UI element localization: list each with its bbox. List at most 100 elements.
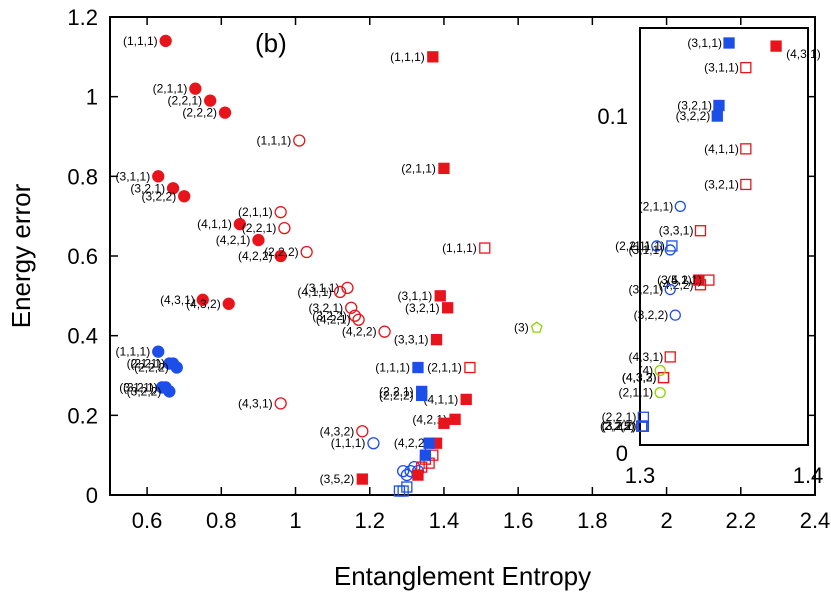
point-label: (2,1,1) <box>127 357 162 371</box>
data-point <box>412 469 424 481</box>
inset-data-point <box>740 178 752 191</box>
y-tick-label: 0.8 <box>67 164 98 189</box>
point-label: (3,1,1) <box>305 281 340 295</box>
data-point <box>412 361 424 374</box>
inset-data-point <box>723 37 735 49</box>
point-label: (3,2,1) <box>130 181 165 195</box>
data-point <box>218 106 232 119</box>
inset-point-label: (3,1,1) <box>704 61 739 75</box>
inset-point-label: (3,2,2) <box>602 419 637 433</box>
data-point <box>204 94 217 107</box>
data-point <box>348 309 362 322</box>
inset-point-label: (3,1,1) <box>687 36 722 50</box>
point-label: (2,1,1) <box>427 361 462 375</box>
series-green-open-pentagons: (3) <box>514 321 543 335</box>
x-tick-label: 1.6 <box>503 508 534 533</box>
data-point <box>196 293 209 306</box>
inset-data-point <box>770 40 782 52</box>
inset-data-point <box>664 351 676 363</box>
inset-point-label: (2,2,2) <box>600 419 635 433</box>
data-point <box>274 249 287 263</box>
point-label: (1,1,1) <box>442 241 477 255</box>
y-tick-label: 0.2 <box>67 403 98 428</box>
data-point <box>333 285 347 299</box>
series-red-open-circles: (1,1,1) (2,1,1) (2,2,1) (2,2,2) (3,1,1) (3,2,… <box>238 133 391 438</box>
point-label: (2,1,1) <box>153 82 188 96</box>
data-point <box>274 206 287 219</box>
inset-point-label: (4,3,3) <box>622 371 657 385</box>
inset-y-tick-label: 0 <box>616 441 628 466</box>
point-label: (2,1,1) <box>238 205 273 219</box>
point-label: (2,2,2) <box>264 245 299 259</box>
inset-point-label: (2,1,1) <box>639 199 674 213</box>
inset-point-label: (4,3,1) <box>786 47 821 61</box>
data-point <box>152 345 165 358</box>
data-point <box>278 221 291 235</box>
x-tick-label: 0.8 <box>206 508 237 533</box>
x-tick-label: 1.4 <box>429 508 460 533</box>
data-point <box>163 385 176 398</box>
point-label: (3,2,1) <box>123 380 158 394</box>
data-point <box>356 425 369 438</box>
point-label: (4,2,2) <box>342 325 377 339</box>
inset-point-label: (4,3,2) <box>622 371 657 385</box>
inset-data-point <box>664 283 676 296</box>
inset-point-label: (5) <box>620 419 635 433</box>
data-point <box>356 473 368 485</box>
inset-data-point <box>654 386 666 399</box>
main-plot: 0.6 0.8 1 1.2 1.4 1.6 1.8 2 2.2 2.4 0 0.2 0.4 0.6 0.8 1… <box>6 5 830 591</box>
data-point <box>464 361 476 374</box>
inset-data-point <box>651 240 663 252</box>
series-red-filled-circles: (1,1,1)(2,1,1)(2,2,1)(2,2,2)(3,1,1)(3,2,… <box>116 34 287 311</box>
point-label: (2,1,1) <box>401 161 436 175</box>
data-point <box>159 34 172 48</box>
inset-data-point <box>740 143 752 155</box>
data-point <box>367 437 380 450</box>
data-point <box>293 134 306 147</box>
inset-point-label: (4,1,1) <box>704 142 739 156</box>
inset-point-label: (4,2,1) <box>667 273 702 287</box>
x-tick-label: 0.6 <box>132 508 163 533</box>
data-point <box>166 182 180 195</box>
point-label: (3,1,1) <box>119 380 154 394</box>
inset-data-point <box>713 99 725 112</box>
inset-point-label: (2,2,1) <box>615 239 650 253</box>
data-point <box>233 217 247 231</box>
point-label: (4,1,1) <box>197 217 232 231</box>
point-label: (2,2,1) <box>242 221 277 235</box>
inset-point-label: (3,2,1) <box>602 419 637 433</box>
inset-point-label: (4) <box>638 364 653 378</box>
series-blue-open-squares <box>393 481 413 497</box>
data-point <box>423 437 435 449</box>
inset-data-point <box>637 411 650 423</box>
point-label: (1,1,1) <box>390 50 425 64</box>
point-label: (1,1,1) <box>123 34 158 48</box>
point-label: (3,2,2) <box>142 189 177 203</box>
point-label: (3,2,2) <box>312 309 347 323</box>
point-label: (1,1,1) <box>375 361 410 375</box>
x-tick-label: 2 <box>660 508 672 533</box>
data-point <box>274 397 287 410</box>
data-point <box>396 464 410 478</box>
point-label: (3,1,1) <box>116 169 151 183</box>
point-label: (1,1,1) <box>116 345 151 359</box>
point-label: (3) <box>514 321 529 335</box>
data-point <box>397 485 409 497</box>
data-point <box>419 449 432 461</box>
series-red-filled-squares: (1,1,1) (2,1,1) (3,1,1)(3,2,1) (3,3,1) (4,1,… <box>320 50 472 486</box>
inset-data-point <box>654 364 666 377</box>
point-label: (1,1,1) <box>331 436 366 450</box>
inset-data-point <box>674 200 686 212</box>
x-tick-label: 2.4 <box>800 508 831 533</box>
data-point <box>378 325 391 338</box>
point-label: (2,2,1) <box>379 384 414 398</box>
inset-data-point <box>657 371 670 384</box>
series-blue-filled-circles: (1,1,1)(2,1,1)(2,2,1)(2,2,2) (3,1,1)(3,2,… <box>116 345 183 398</box>
inset-point-label: (3,1,1) <box>602 419 637 433</box>
inset-plot: 1.3 1.400.1(3,1,1)(3,2,1)(3,2,2)(4,3,1)(3… <box>597 27 823 488</box>
inset-point-label: (3,2,1) <box>629 283 664 297</box>
data-point <box>189 82 202 95</box>
point-label: (3,2,2) <box>127 384 162 398</box>
point-label: (1,1,1) <box>257 133 292 147</box>
